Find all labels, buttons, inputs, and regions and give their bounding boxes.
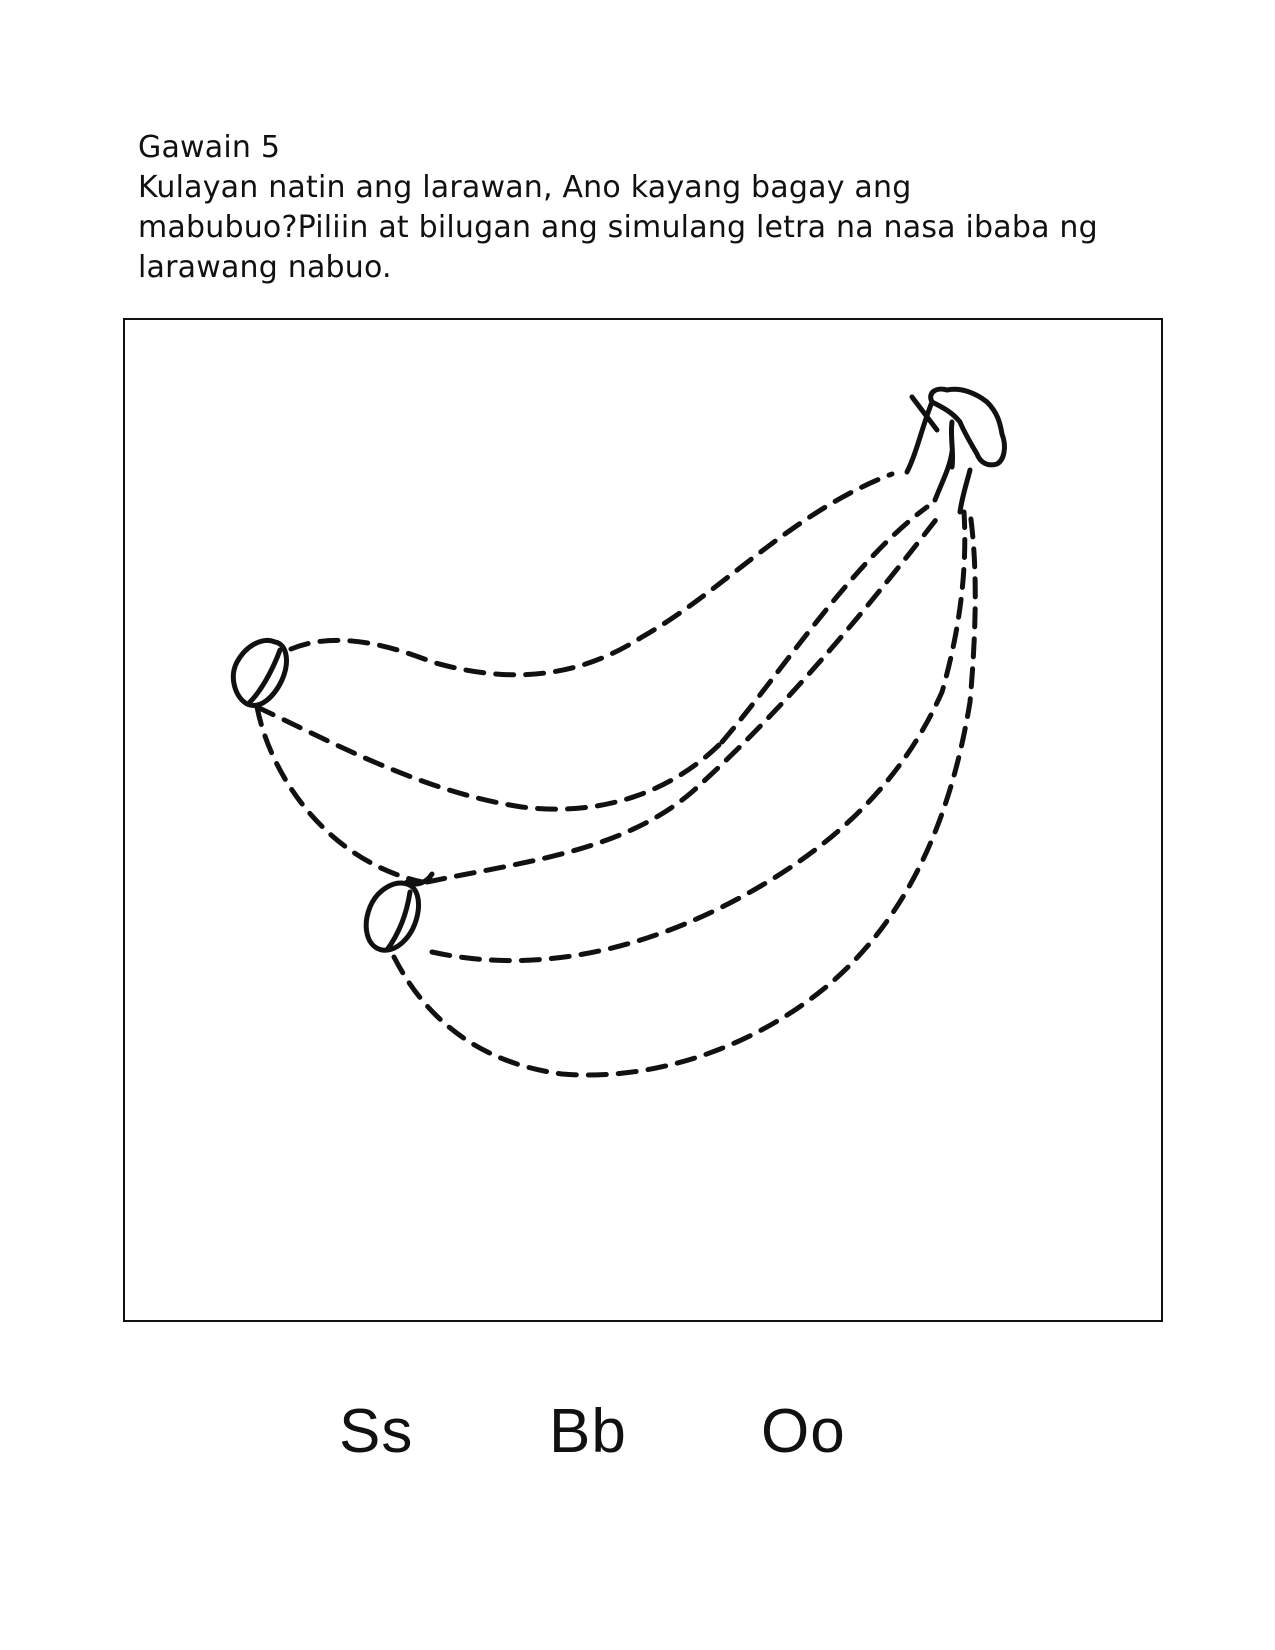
choice-letter-bb[interactable]: Bb bbox=[549, 1397, 627, 1466]
choice-letter-ss[interactable]: Ss bbox=[339, 1397, 414, 1466]
picture-frame bbox=[123, 318, 1163, 1322]
letter-choices: Ss Bb Oo bbox=[0, 1392, 1275, 1482]
banana-bunch-outline-icon bbox=[230, 386, 1007, 1078]
choice-letter-oo[interactable]: Oo bbox=[761, 1397, 846, 1466]
activity-title: Gawain 5 bbox=[138, 130, 281, 165]
instruction-line-2: mabubuo?Piliin at bilugan ang simulang l… bbox=[138, 210, 1098, 245]
dashed-banana-outlines bbox=[254, 471, 978, 1078]
instruction-line-3: larawang nabuo. bbox=[138, 250, 392, 285]
instruction-line-1: Kulayan natin ang larawan, Ano kayang ba… bbox=[138, 170, 912, 205]
banana-stem-and-tips bbox=[230, 386, 1007, 953]
instructions: Gawain 5 Kulayan natin ang larawan, Ano … bbox=[138, 128, 1178, 288]
